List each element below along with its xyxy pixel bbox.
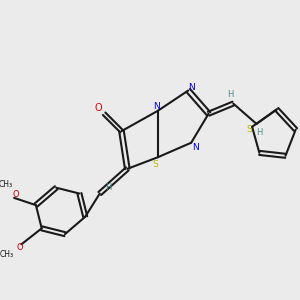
Text: O: O [12,190,19,200]
Text: S: S [246,125,252,134]
Text: N: N [188,83,194,92]
Text: CH₃: CH₃ [0,180,13,189]
Text: H: H [227,90,233,99]
Text: S: S [152,160,158,169]
Text: N: N [192,142,199,152]
Text: O: O [16,243,23,252]
Text: H: H [105,183,112,192]
Text: N: N [153,102,160,111]
Text: H: H [256,128,262,137]
Text: CH₃: CH₃ [0,250,14,259]
Text: O: O [94,103,102,113]
